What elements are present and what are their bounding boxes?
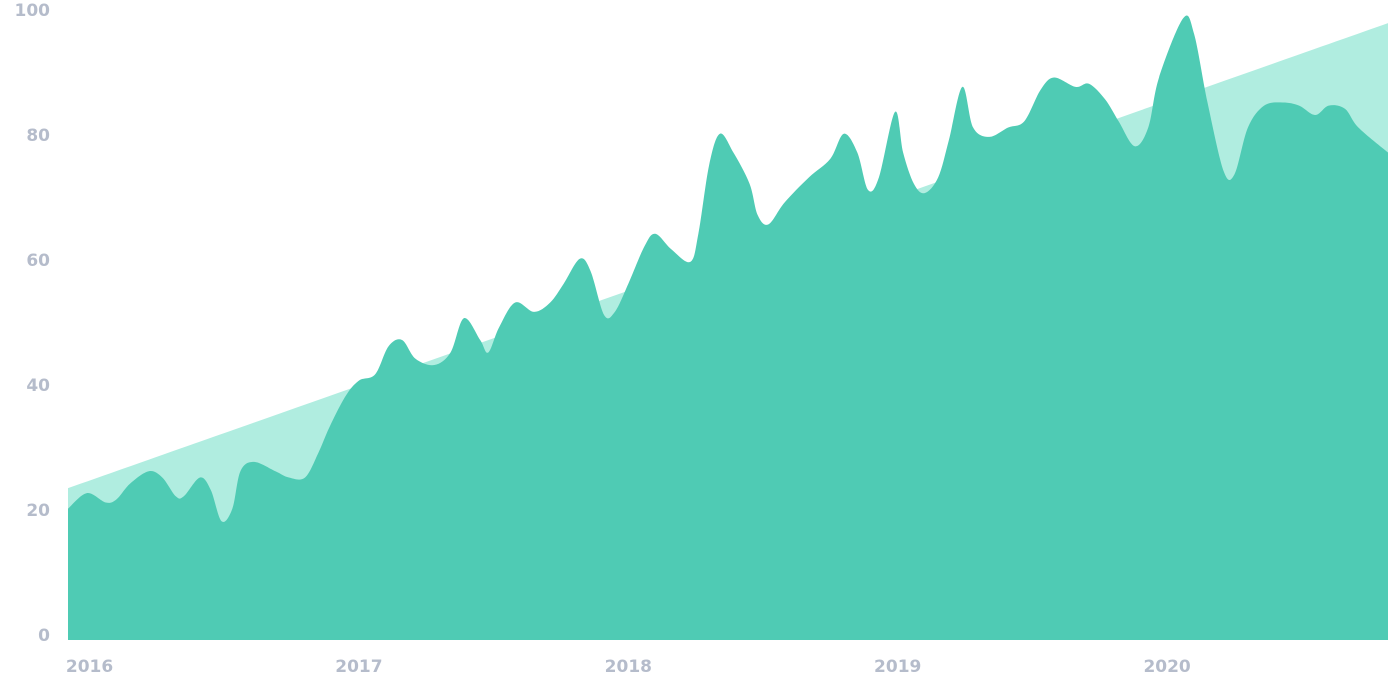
y-tick-label: 0 [38,626,50,646]
y-tick-label: 60 [26,251,50,271]
x-tick-label: 2016 [66,657,113,677]
area [68,15,1388,641]
y-tick-label: 20 [26,501,50,521]
x-tick-label: 2018 [605,657,652,677]
y-tick-label: 80 [26,126,50,146]
y-tick-label: 40 [26,376,50,396]
x-tick-label: 2019 [874,657,921,677]
y-tick-label: 100 [15,1,51,21]
x-tick-label: 2017 [335,657,382,677]
x-tick-label: 2020 [1143,657,1190,677]
